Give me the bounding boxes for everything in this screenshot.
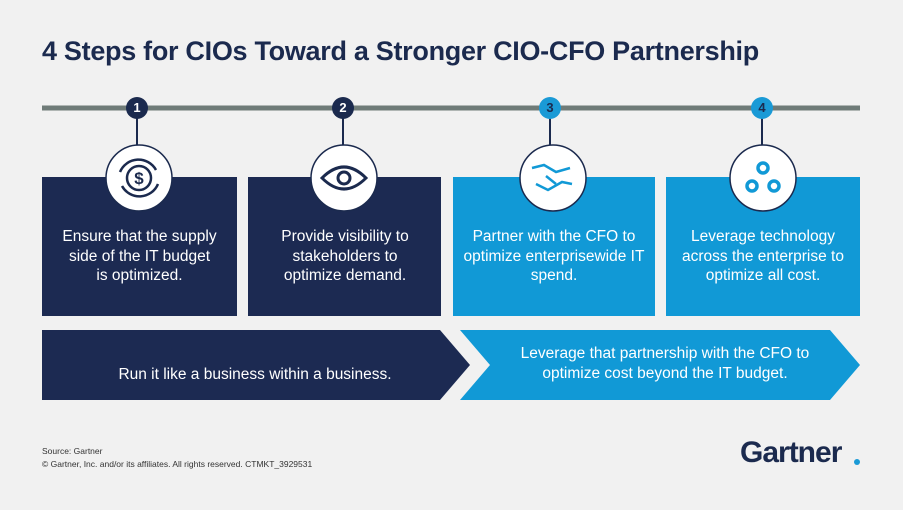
banner-arrow <box>42 330 470 400</box>
step-dot <box>126 97 148 119</box>
icon-handshake <box>531 163 573 192</box>
step-number: 3 <box>546 100 554 115</box>
banner-arrow <box>460 330 860 400</box>
copyright: © Gartner, Inc. and/or its affiliates. A… <box>42 459 313 469</box>
step-number: 2 <box>339 100 347 115</box>
title: 4 Steps for CIOs Toward a Stronger CIO-C… <box>42 36 759 66</box>
logo: Gartner <box>740 436 842 469</box>
icon-eye <box>319 165 369 191</box>
step-text: Provide visibility to stakeholders to op… <box>281 228 409 284</box>
source: Source: Gartner <box>42 446 103 456</box>
icon-dollar: $ <box>118 158 160 198</box>
step-number: 1 <box>133 100 141 115</box>
icon-gears <box>745 161 781 193</box>
logo-dot <box>854 459 860 465</box>
svg-text:$: $ <box>134 169 144 188</box>
step-number: 4 <box>758 100 766 115</box>
icon-circles <box>105 144 797 212</box>
banner-text: Leverage that partnership with the CFO t… <box>520 345 810 382</box>
step-dot <box>539 97 561 119</box>
step-dot <box>751 97 773 119</box>
banner-text: Run it like a business within a business… <box>118 366 392 383</box>
step-dot <box>332 97 354 119</box>
connectors <box>136 108 763 150</box>
step-text: Partner with the CFO to optimize enterpr… <box>463 228 645 284</box>
step-text: Leverage technology across the enterpris… <box>682 228 844 284</box>
step-text: Ensure that the supply side of the IT bu… <box>62 228 217 284</box>
